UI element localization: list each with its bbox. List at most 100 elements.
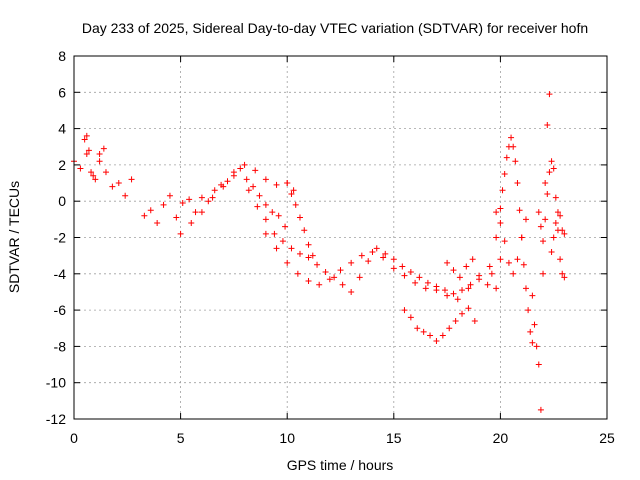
data-point bbox=[537, 223, 544, 230]
data-point bbox=[520, 261, 527, 268]
data-point bbox=[337, 267, 344, 274]
x-axis-title: GPS time / hours bbox=[287, 457, 394, 473]
data-point bbox=[160, 201, 167, 208]
data-point bbox=[414, 325, 421, 332]
data-point bbox=[220, 183, 227, 190]
tick-labels: 0 5 10 15 20 25 -12 -10 -8 -6 -4 -2 0 2 4 6 8 bbox=[46, 48, 615, 446]
data-point bbox=[96, 158, 103, 165]
grid-lines bbox=[74, 56, 607, 419]
data-point bbox=[243, 176, 250, 183]
data-point bbox=[305, 241, 312, 248]
y-axis-title: SDTVAR / TECUs bbox=[6, 181, 22, 293]
data-point bbox=[288, 245, 295, 252]
series-track-c bbox=[141, 165, 289, 230]
series-track-i bbox=[444, 256, 476, 281]
data-point bbox=[439, 332, 446, 339]
data-point bbox=[561, 274, 568, 281]
data-point bbox=[412, 279, 419, 286]
data-point bbox=[205, 198, 212, 205]
data-point bbox=[493, 209, 500, 216]
data-point bbox=[557, 212, 564, 219]
chart-title: Day 233 of 2025, Sidereal Day-to-day VTE… bbox=[82, 20, 588, 36]
data-point bbox=[510, 270, 517, 277]
data-point bbox=[90, 172, 97, 179]
series-track-e bbox=[245, 187, 500, 297]
data-point bbox=[254, 203, 261, 210]
data-point bbox=[535, 209, 542, 216]
data-point bbox=[559, 270, 566, 277]
data-point bbox=[262, 216, 269, 223]
data-point bbox=[459, 310, 466, 317]
data-point bbox=[548, 158, 555, 165]
data-point bbox=[533, 343, 540, 350]
data-point bbox=[471, 317, 478, 324]
data-point bbox=[282, 223, 289, 230]
data-point bbox=[85, 147, 92, 154]
data-point bbox=[444, 292, 451, 299]
data-point bbox=[331, 274, 338, 281]
data-point bbox=[499, 187, 506, 194]
data-point bbox=[269, 209, 276, 216]
data-point bbox=[465, 285, 472, 292]
series-track-m bbox=[535, 158, 568, 281]
data-point bbox=[369, 249, 376, 256]
x-tick-label: 25 bbox=[599, 430, 615, 446]
data-point bbox=[166, 192, 173, 199]
data-point bbox=[382, 250, 389, 257]
data-point bbox=[467, 281, 474, 288]
data-point bbox=[503, 154, 510, 161]
data-point bbox=[373, 245, 380, 252]
data-point bbox=[147, 207, 154, 214]
data-points bbox=[71, 91, 568, 413]
data-point bbox=[510, 143, 517, 150]
x-tick-label: 20 bbox=[493, 430, 509, 446]
data-point bbox=[476, 272, 483, 279]
data-point bbox=[446, 325, 453, 332]
data-point bbox=[271, 230, 278, 237]
data-point bbox=[224, 178, 231, 185]
data-point bbox=[365, 258, 372, 265]
data-point bbox=[314, 261, 321, 268]
data-point bbox=[115, 180, 122, 187]
data-point bbox=[256, 192, 263, 199]
series-track-k bbox=[493, 209, 529, 277]
data-point bbox=[550, 234, 557, 241]
data-point bbox=[484, 281, 491, 288]
data-point bbox=[497, 205, 504, 212]
data-point bbox=[322, 268, 329, 275]
data-point bbox=[262, 201, 269, 208]
data-point bbox=[544, 121, 551, 128]
data-point bbox=[416, 274, 423, 281]
data-point bbox=[546, 169, 553, 176]
data-point bbox=[292, 201, 299, 208]
data-point bbox=[501, 238, 508, 245]
data-point bbox=[459, 287, 466, 294]
data-point bbox=[177, 230, 184, 237]
series-track-n bbox=[548, 209, 568, 256]
data-point bbox=[154, 219, 161, 226]
data-point bbox=[198, 209, 205, 216]
data-point bbox=[273, 245, 280, 252]
data-point bbox=[141, 212, 148, 219]
y-tick-label: 6 bbox=[58, 84, 66, 100]
data-point bbox=[427, 332, 434, 339]
data-point bbox=[486, 263, 493, 270]
data-point bbox=[552, 194, 559, 201]
data-point bbox=[540, 270, 547, 277]
y-tick-label: -2 bbox=[54, 230, 67, 246]
data-point bbox=[557, 256, 564, 263]
data-point bbox=[522, 216, 529, 223]
data-point bbox=[83, 132, 90, 139]
data-point bbox=[514, 256, 521, 263]
data-point bbox=[100, 145, 107, 152]
data-point bbox=[301, 227, 308, 234]
data-point bbox=[522, 285, 529, 292]
data-point bbox=[399, 263, 406, 270]
data-point bbox=[544, 190, 551, 197]
data-point bbox=[305, 254, 312, 261]
data-point bbox=[488, 270, 495, 277]
data-point bbox=[433, 337, 440, 344]
series-track-j bbox=[488, 134, 536, 346]
